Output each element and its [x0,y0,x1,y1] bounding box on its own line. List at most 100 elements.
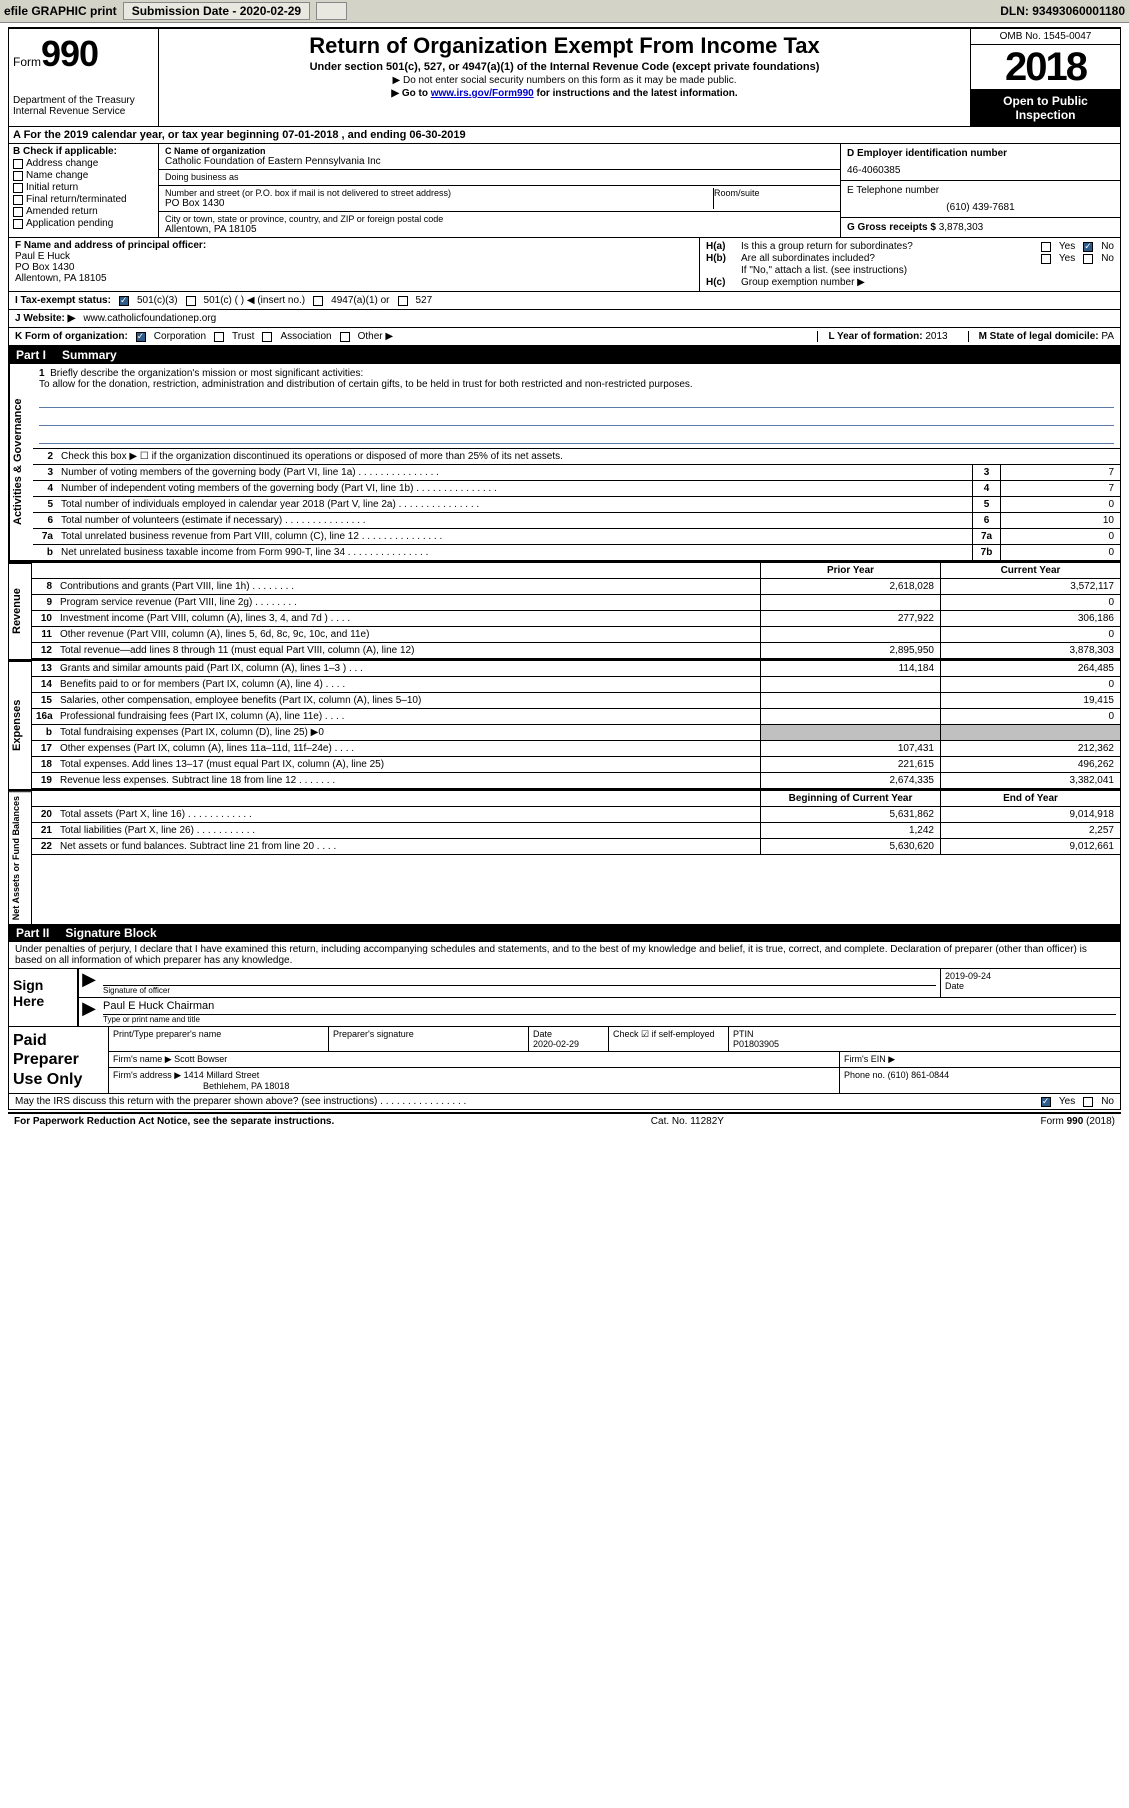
name-label: Type or print name and title [103,1014,1116,1024]
column-f: F Name and address of principal officer:… [9,238,700,291]
chk-initial-return[interactable]: Initial return [13,182,154,193]
chk-corporation[interactable] [136,332,146,342]
state-domicile: PA [1101,331,1114,342]
line-2: 2 Check this box ▶ ☐ if the organization… [33,448,1120,465]
footer-mid: Cat. No. 11282Y [651,1116,724,1127]
signature-declaration: Under penalties of perjury, I declare th… [8,942,1121,969]
section-fgh: F Name and address of principal officer:… [8,238,1121,292]
dba-label: Doing business as [165,172,834,182]
gross-value: 3,878,303 [939,222,984,233]
officer-name: Paul E Huck [15,251,693,262]
discuss-no-chk[interactable] [1083,1097,1093,1107]
hb-label: H(b) [706,253,741,264]
ha-yesno: Yes No [1041,241,1114,252]
chk-address-change[interactable]: Address change [13,158,154,169]
netassets-year-header: Beginning of Current Year End of Year [32,791,1120,807]
financial-row: 11Other revenue (Part VIII, column (A), … [32,627,1120,643]
firm-name: Scott Bowser [174,1054,227,1064]
city-value: Allentown, PA 18105 [165,224,834,235]
dept-label: Department of the Treasury Internal Reve… [13,95,154,117]
open-public-label: Open to Public Inspection [971,90,1120,126]
ha-yes-chk[interactable] [1041,242,1051,252]
financial-row: 14Benefits paid to or for members (Part … [32,677,1120,693]
chk-final-return[interactable]: Final return/terminated [13,194,154,205]
part2-num: Part II [16,926,49,940]
sign-right: ▶ Signature of officer 2019-09-24 Date ▶… [79,969,1120,1026]
arrow-icon: ▶ [79,969,99,997]
governance-row: 6Total number of volunteers (estimate if… [33,513,1120,529]
mission-line-2 [39,412,1114,426]
end-year-header: End of Year [940,791,1120,806]
city-cell: City or town, state or province, country… [159,212,840,237]
sub3-pre: ▶ Go to [391,88,430,99]
hb-note: If "No," attach a list. (see instruction… [741,265,907,276]
blank-btn[interactable] [316,2,347,20]
dln-label: DLN: 93493060001180 [1000,4,1125,18]
expenses-content: 13Grants and similar amounts paid (Part … [32,661,1121,789]
prep-row-2: Firm's name ▶ Scott Bowser Firm's EIN ▶ [109,1052,1120,1068]
financial-row: 12Total revenue—add lines 8 through 11 (… [32,643,1120,659]
governance-row: 5Total number of individuals employed in… [33,497,1120,513]
phone-value: (610) 439-7681 [847,202,1114,213]
column-d: D Employer identification number 46-4060… [840,144,1120,237]
chk-other[interactable] [340,332,350,342]
sig-date-label: Date [945,981,1116,991]
prep-name-label: Print/Type preparer's name [113,1029,324,1039]
address-cell: Number and street (or P.O. box if mail i… [159,186,840,212]
hc-label: H(c) [706,277,741,288]
hb-yes-chk[interactable] [1041,254,1051,264]
website-value: www.catholicfoundationep.org [83,313,216,324]
discuss-yes-chk[interactable] [1041,1097,1051,1107]
discuss-text: May the IRS discuss this return with the… [15,1096,466,1107]
officer-addr1: PO Box 1430 [15,262,693,273]
mission-line-3 [39,430,1114,444]
subtitle-2: ▶ Do not enter social security numbers o… [163,75,966,86]
footer-row: For Paperwork Reduction Act Notice, see … [8,1112,1121,1129]
year-formation: 2013 [925,331,947,342]
chk-trust[interactable] [214,332,224,342]
chk-4947[interactable] [313,296,323,306]
chk-association[interactable] [262,332,272,342]
phone-label: E Telephone number [847,185,1114,196]
irs-link[interactable]: www.irs.gov/Form990 [431,88,534,99]
hc-row: H(c) Group exemption number ▶ [706,277,1114,288]
year-header-row: Prior Year Current Year [32,563,1120,579]
form-990-container: Form 990 Department of the Treasury Inte… [0,23,1129,1133]
sig-label: Signature of officer [103,985,936,995]
prep-date: 2020-02-29 [533,1039,604,1049]
tax-year: 2018 [971,45,1120,90]
row-j-website: J Website: ▶ www.catholicfoundationep.or… [8,310,1121,328]
chk-application-pending[interactable]: Application pending [13,218,154,229]
hb-no-chk[interactable] [1083,254,1093,264]
financial-row: 21Total liabilities (Part X, line 26) . … [32,823,1120,839]
ha-no-chk[interactable] [1083,242,1093,252]
org-name: Catholic Foundation of Eastern Pennsylva… [165,156,834,167]
revenue-section: Revenue Prior Year Current Year 8Contrib… [8,561,1121,659]
governance-section: Activities & Governance 1 Briefly descri… [8,364,1121,561]
k-right: L Year of formation: 2013 M State of leg… [817,331,1114,342]
financial-row: bTotal fundraising expenses (Part IX, co… [32,725,1120,741]
footer-right: Form 990 (2018) [1041,1116,1115,1127]
submission-date-btn[interactable]: Submission Date - 2020-02-29 [123,2,310,20]
chk-527[interactable] [398,296,408,306]
chk-501c[interactable] [186,296,196,306]
chk-amended-return[interactable]: Amended return [13,206,154,217]
part1-num: Part I [16,348,46,362]
firm-addr2: Bethlehem, PA 18018 [113,1081,835,1091]
financial-row: 22Net assets or fund balances. Subtract … [32,839,1120,855]
governance-row: 7aTotal unrelated business revenue from … [33,529,1120,545]
hb-note-row: If "No," attach a list. (see instruction… [706,265,1114,276]
chk-501c3[interactable] [119,296,129,306]
financial-row: 8Contributions and grants (Part VIII, li… [32,579,1120,595]
form-number-block: Form 990 [13,33,154,75]
sig-date-field: 2019-09-24 Date [940,969,1120,997]
revenue-content: Prior Year Current Year 8Contributions a… [32,563,1121,659]
firm-name-label: Firm's name ▶ [113,1054,172,1064]
prep-date-label: Date [533,1029,604,1039]
chk-name-change[interactable]: Name change [13,170,154,181]
f-label: F Name and address of principal officer: [15,240,693,251]
expenses-section: Expenses 13Grants and similar amounts pa… [8,659,1121,789]
form-header: Form 990 Department of the Treasury Inte… [8,27,1121,127]
hb-yesno: Yes No [1041,253,1114,264]
preparer-left-label: Paid Preparer Use Only [9,1027,109,1093]
